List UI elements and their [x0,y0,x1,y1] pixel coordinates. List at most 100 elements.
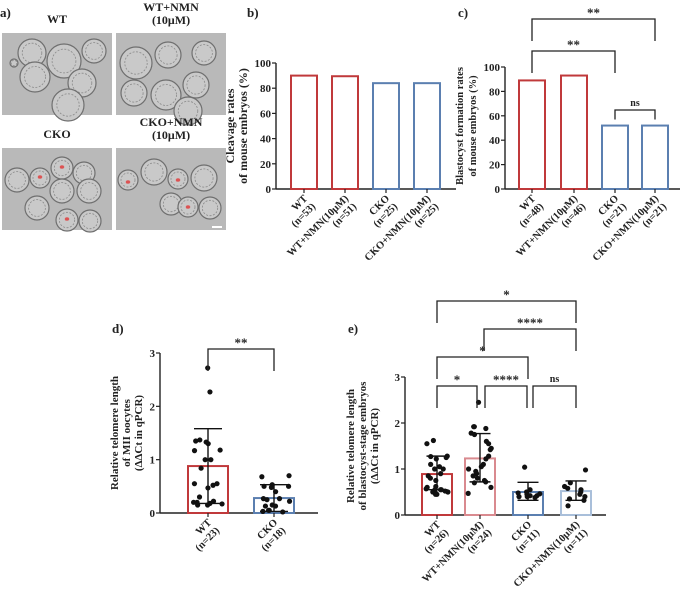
micrograph-1: WT+NMN(10μM) [116,0,226,126]
data-point [217,447,223,453]
red-asterisk-marker: * [175,176,181,188]
data-point [471,431,478,438]
data-point [565,503,571,509]
y-tick-label: 20 [489,160,501,172]
significance-bracket [532,385,577,408]
y-tick-label: 0 [495,184,501,196]
y-tick-label: 40 [489,135,501,147]
micrograph-title: (10μM) [152,13,190,27]
y-tick-label: 1 [150,455,156,467]
data-point [438,471,444,477]
data-point [471,480,478,486]
data-point [582,467,589,473]
y-tick-label: 2 [150,401,156,413]
y-axis-label: of MII oocytes [121,398,133,467]
data-point [193,438,199,444]
micrograph-title: CKO [43,127,70,141]
data-point [424,441,430,447]
data-point [432,466,438,472]
data-point [483,456,489,462]
micrograph-title: WT [47,12,67,26]
y-tick-label: 100 [255,58,272,70]
y-tick-label: 80 [489,86,501,98]
data-point [470,473,476,479]
significance-bracket [436,385,478,408]
data-point [565,485,571,491]
embryo-texture [85,42,103,60]
data-point [196,494,203,500]
y-tick-label: 3 [150,348,156,360]
y-axis-label: (ΔΔCt in qPCR) [133,395,145,471]
data-point [474,475,481,481]
data-point [197,437,203,443]
embryo-texture [180,199,196,215]
chart-b: b) 0 20 40 60 80 100 Cleavage rates of mouse emb… [223,5,456,264]
significance-bracket [207,348,275,371]
red-asterisk-marker: * [59,163,65,175]
y-axis-label: Relative telomere length [109,376,121,490]
bar [413,82,441,190]
y-tick-label: 100 [484,62,501,74]
y-tick-label: 1 [395,464,401,476]
data-point [488,484,494,490]
significance-label: * [503,287,510,302]
data-point [483,425,489,432]
bar [290,74,318,190]
y-tick-label: 60 [260,108,272,120]
data-point [286,473,292,479]
chart-c: c) 0 20 40 60 80 100 Blastocyst formation rates… [455,5,680,264]
significance-label: * [454,372,461,387]
panel-label-e: e) [348,321,358,336]
panel-label-a: a) [0,5,11,20]
embryo-texture [58,211,76,229]
data-point [577,491,583,497]
significance-bracket [436,300,577,323]
embryo-texture [56,93,80,117]
data-point [436,464,443,470]
significance-label: **** [517,315,543,330]
data-point [202,457,208,463]
y-tick-label: 0 [395,510,401,522]
data-point [427,475,433,481]
y-tick-label: 3 [395,372,401,384]
y-tick-label: 0 [266,184,272,196]
y-axis-label: Cleavage rates [223,88,237,163]
y-tick-label: 60 [489,111,501,123]
panel-label-b: b) [247,5,259,20]
embryo-texture [158,45,178,65]
data-point [268,484,275,490]
data-point [428,461,434,467]
embryo-texture [81,212,99,230]
significance-label: **** [493,372,519,387]
micrograph-title: (10μM) [152,128,190,142]
micrograph-title: WT+NMN [143,0,199,14]
embryo-texture [155,84,177,106]
data-point [210,482,216,488]
embryo-texture [10,59,18,67]
data-point [207,389,213,395]
significance-label: ns [630,98,640,109]
chart-d: d) 0 1 2 3 Relative telomere length of MII ooc… [109,321,318,554]
embryo-texture [194,168,214,188]
data-point [516,494,522,500]
bar [331,75,359,190]
panel-label-c: c) [458,5,468,20]
significance-label: ** [567,37,580,52]
data-point [486,441,492,447]
bar [601,124,629,190]
embryo-texture [124,83,144,103]
y-tick-label: 40 [260,134,272,146]
significance-bracket [484,385,528,408]
micrograph-0: WT [2,12,112,122]
data-point [276,496,283,502]
embryo-texture [195,44,213,62]
bar [641,124,669,190]
chart-e: e) 0 1 2 3 Relative telomere length of blastoc… [345,287,606,589]
embryo-texture [8,171,26,189]
significance-bracket [531,18,656,41]
significance-bracket [614,109,656,120]
embryo-texture [28,199,46,217]
red-asterisk-marker: * [37,173,43,185]
embryo-texture [177,100,199,122]
bar [518,79,546,190]
